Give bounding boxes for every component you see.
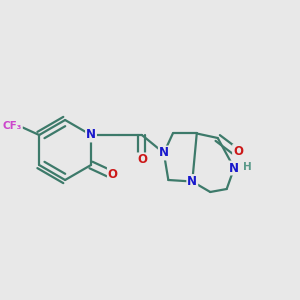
Text: N: N <box>229 161 239 175</box>
Text: N: N <box>187 175 197 188</box>
Text: H: H <box>243 161 252 172</box>
Text: N: N <box>159 146 169 160</box>
Text: N: N <box>86 128 96 142</box>
Text: O: O <box>137 153 147 167</box>
Text: O: O <box>108 167 118 181</box>
Text: CF₃: CF₃ <box>3 121 22 131</box>
Text: O: O <box>233 145 243 158</box>
